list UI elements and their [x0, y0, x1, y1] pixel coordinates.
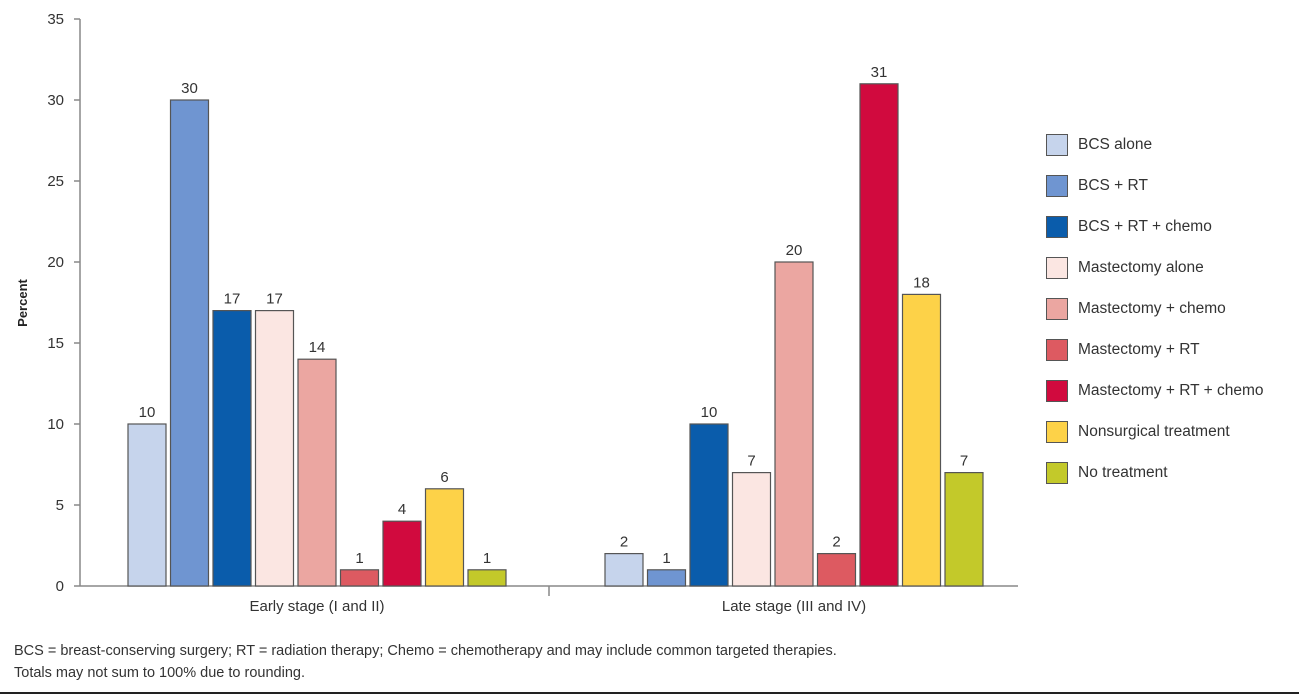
- legend-swatch: [1046, 379, 1068, 402]
- bar-value-label: 20: [786, 242, 803, 259]
- legend-item: BCS + RT + chemo: [1046, 206, 1264, 247]
- bar-value-label: 1: [355, 550, 363, 567]
- bar: [382, 520, 422, 587]
- bar: [127, 423, 167, 587]
- bar: [297, 358, 337, 587]
- bar-value-label: 1: [483, 550, 491, 567]
- legend-label: BCS alone: [1078, 135, 1153, 153]
- bar: [169, 99, 210, 587]
- legend-label: Mastectomy + RT: [1078, 340, 1200, 358]
- bar-value-label: 17: [224, 291, 241, 308]
- bar-value-label: 18: [913, 274, 930, 291]
- legend-label: Nonsurgical treatment: [1078, 422, 1230, 440]
- legend-swatch: [1046, 338, 1068, 361]
- y-tick-label: 30: [47, 92, 64, 109]
- legend-item: Nonsurgical treatment: [1046, 411, 1264, 452]
- bar-value-label: 30: [181, 80, 198, 97]
- legend-item: Mastectomy + RT: [1046, 329, 1264, 370]
- bottom-rule: [0, 692, 1299, 694]
- bar: [944, 472, 984, 587]
- y-tick-label: 5: [56, 497, 64, 514]
- legend-label: Mastectomy alone: [1078, 258, 1204, 276]
- bar: [254, 310, 295, 587]
- bar-value-label: 10: [139, 404, 156, 421]
- legend-label: BCS + RT + chemo: [1078, 217, 1212, 235]
- legend-item: No treatment: [1046, 452, 1264, 493]
- legend-item: Mastectomy + chemo: [1046, 288, 1264, 329]
- legend-label: Mastectomy + chemo: [1078, 299, 1226, 317]
- bar: [424, 488, 465, 587]
- legend-swatch: [1046, 297, 1068, 320]
- bar-value-label: 17: [266, 291, 283, 308]
- bar-value-label: 31: [871, 64, 888, 81]
- y-tick-label: 35: [47, 11, 64, 28]
- y-axis-title: Percent: [15, 278, 30, 326]
- bar: [689, 423, 729, 587]
- y-tick-label: 20: [47, 254, 64, 271]
- legend-item: Mastectomy + RT + chemo: [1046, 370, 1264, 411]
- bar: [731, 472, 772, 587]
- x-category-label: Late stage (III and IV): [722, 598, 866, 615]
- bar-value-label: 4: [398, 501, 406, 518]
- bar: [774, 261, 814, 587]
- bar-value-label: 7: [747, 453, 755, 470]
- bar-value-label: 2: [620, 534, 628, 551]
- legend-swatch: [1046, 461, 1068, 484]
- bar: [646, 569, 687, 587]
- y-tick-label: 15: [47, 335, 64, 352]
- legend-label: No treatment: [1078, 463, 1168, 481]
- bar: [604, 552, 644, 587]
- bar: [901, 293, 942, 587]
- legend-swatch: [1046, 420, 1068, 443]
- bar: [467, 569, 507, 587]
- y-tick-label: 0: [56, 578, 64, 595]
- bar: [859, 83, 899, 587]
- legend-item: BCS + RT: [1046, 165, 1264, 206]
- footnote-abbreviations: BCS = breast-conserving surgery; RT = ra…: [14, 643, 837, 659]
- y-tick-label: 25: [47, 173, 64, 190]
- legend-item: BCS alone: [1046, 124, 1264, 165]
- legend-swatch: [1046, 174, 1068, 197]
- legend-swatch: [1046, 215, 1068, 238]
- bar-value-label: 14: [309, 339, 326, 356]
- x-category-label: Early stage (I and II): [249, 598, 384, 615]
- legend-label: Mastectomy + RT + chemo: [1078, 381, 1264, 399]
- legend-swatch: [1046, 256, 1068, 279]
- bar: [816, 552, 857, 587]
- legend: BCS alone BCS + RT BCS + RT + chemo Mastect…: [1046, 124, 1264, 493]
- bar: [339, 569, 380, 587]
- legend-swatch: [1046, 133, 1068, 156]
- bar-value-label: 7: [960, 453, 968, 470]
- bar: [212, 310, 252, 587]
- legend-label: BCS + RT: [1078, 176, 1148, 194]
- y-tick-label: 10: [47, 416, 64, 433]
- bar-value-label: 1: [662, 550, 670, 567]
- footnote-rounding: Totals may not sum to 100% due to roundi…: [14, 665, 305, 681]
- legend-item: Mastectomy alone: [1046, 247, 1264, 288]
- bar-value-label: 10: [701, 404, 718, 421]
- bar-value-label: 6: [440, 469, 448, 486]
- bar-value-label: 2: [832, 534, 840, 551]
